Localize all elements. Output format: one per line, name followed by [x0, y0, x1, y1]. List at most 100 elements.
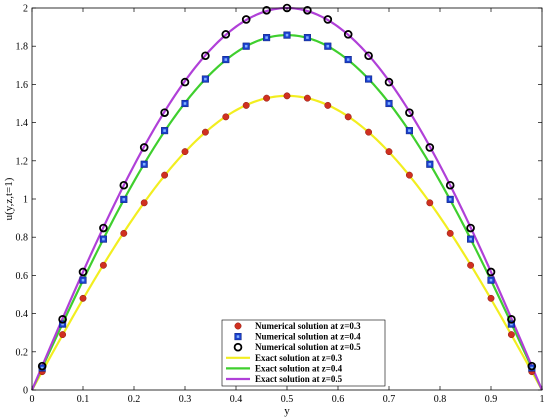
- data-point-inner: [224, 58, 228, 61]
- legend-label: Numerical solution at z=0.4: [255, 332, 361, 342]
- data-point: [344, 113, 352, 121]
- y-tick-label: 1.2: [16, 156, 29, 167]
- data-point-inner: [81, 278, 85, 282]
- data-point-inner: [306, 36, 309, 39]
- data-point: [181, 148, 189, 156]
- y-tick-label: 0.6: [16, 271, 29, 282]
- data-point-inner: [244, 44, 248, 48]
- data-point: [201, 128, 209, 136]
- data-point-inner: [236, 335, 240, 338]
- data-point: [303, 5, 312, 15]
- data-point: [262, 5, 271, 15]
- data-point-inner: [61, 322, 64, 326]
- x-tick-label: 0.9: [485, 394, 498, 405]
- y-tick-label: 1.8: [16, 42, 29, 53]
- data-point: [365, 128, 373, 136]
- data-point: [222, 113, 230, 121]
- y-tick-label: 0.4: [16, 309, 29, 320]
- data-point-inner: [469, 237, 472, 241]
- x-tick-label: 0.2: [128, 394, 141, 405]
- legend-label: Numerical solution at z=0.3: [255, 321, 361, 331]
- data-point: [324, 101, 332, 109]
- x-axis-title: y: [284, 405, 290, 417]
- data-point: [466, 223, 475, 233]
- legend-label: Exact solution at z=0.5: [255, 374, 343, 384]
- data-point: [425, 143, 435, 152]
- data-point: [37, 361, 47, 371]
- data-point: [221, 30, 231, 39]
- data-point-inner: [367, 77, 370, 81]
- data-point: [241, 15, 251, 24]
- x-tick-label: 0.8: [434, 394, 447, 405]
- data-point-inner: [183, 102, 187, 105]
- data-point-inner: [265, 36, 268, 39]
- data-point: [323, 15, 333, 24]
- data-point-inner: [102, 237, 105, 241]
- x-tick-label: 0.7: [383, 394, 396, 405]
- data-point: [343, 30, 353, 39]
- data-point-inner: [510, 322, 513, 326]
- data-point: [364, 51, 373, 61]
- y-tick-label: 0: [23, 386, 28, 397]
- legend-label: Numerical solution at z=0.5: [255, 342, 361, 352]
- data-point-inner: [204, 77, 207, 81]
- y-tick-label: 0.2: [16, 347, 29, 358]
- y-tick-label: 1.6: [16, 80, 29, 91]
- data-point: [486, 267, 496, 277]
- data-point-inner: [122, 198, 126, 201]
- data-point: [467, 261, 475, 269]
- data-point: [233, 342, 243, 352]
- data-point: [303, 94, 311, 102]
- data-point-inner: [489, 278, 493, 282]
- data-point-inner: [448, 198, 452, 201]
- y-tick-label: 0.8: [16, 233, 29, 244]
- data-point: [160, 108, 169, 117]
- data-point: [139, 143, 149, 152]
- x-tick-label: 0.1: [77, 394, 90, 405]
- data-point: [99, 223, 108, 233]
- data-point-inner: [530, 366, 534, 370]
- data-point: [283, 92, 291, 100]
- y-axis-title: u(y,z,t=1): [3, 177, 15, 220]
- x-tick-label: 0.6: [332, 394, 345, 405]
- data-point-inner: [346, 58, 350, 61]
- y-tick-label: 1.4: [16, 118, 29, 129]
- data-point-inner: [142, 162, 146, 166]
- data-point: [384, 77, 394, 87]
- x-tick-label: 0.5: [281, 394, 294, 405]
- y-tick-label: 1: [23, 195, 28, 206]
- data-point: [405, 171, 413, 179]
- data-point: [59, 331, 67, 339]
- legend-box: [221, 319, 386, 387]
- data-point: [79, 294, 87, 302]
- data-point-inner: [428, 162, 432, 166]
- x-tick-label: 0.4: [230, 394, 243, 405]
- data-point: [385, 148, 393, 156]
- legend-label: Exact solution at z=0.3: [255, 353, 343, 363]
- data-point-inner: [163, 129, 166, 132]
- axis-ticks: 0 0.1 0.2 0.3 0.4 0.5 0.6 0.7 0.8 0.9 1 0 0.2 0.4 0.6 0…: [16, 4, 545, 406]
- data-point: [507, 315, 516, 324]
- data-point: [119, 180, 129, 190]
- data-point: [446, 229, 454, 237]
- data-point: [405, 108, 414, 117]
- data-point-inner: [387, 102, 391, 105]
- series-markers: [37, 3, 537, 376]
- data-point: [487, 294, 495, 302]
- x-tick-label: 0: [30, 394, 35, 405]
- data-point: [242, 101, 250, 109]
- data-point: [527, 361, 537, 371]
- data-point: [120, 229, 128, 237]
- data-point-inner: [326, 44, 330, 48]
- data-point: [58, 315, 67, 324]
- x-tick-label: 1: [540, 394, 545, 405]
- data-point-inner: [40, 366, 44, 370]
- data-point: [234, 322, 242, 330]
- data-point: [507, 331, 515, 339]
- x-tick-label: 0.3: [179, 394, 192, 405]
- data-point: [99, 261, 107, 269]
- data-point-inner: [408, 129, 411, 132]
- data-point: [426, 199, 434, 207]
